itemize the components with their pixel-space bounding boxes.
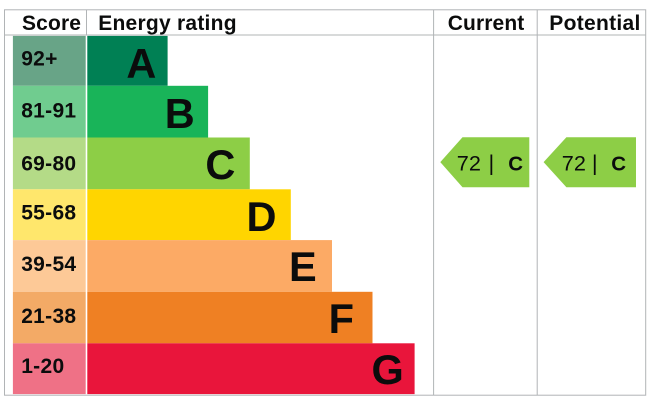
svg-text:69-80: 69-80	[21, 152, 76, 175]
svg-text:|: |	[592, 151, 598, 176]
svg-text:C: C	[205, 141, 235, 188]
svg-text:Energy rating: Energy rating	[98, 12, 237, 35]
svg-text:21-38: 21-38	[21, 305, 76, 328]
svg-text:81-91: 81-91	[21, 100, 76, 123]
svg-text:72: 72	[457, 151, 481, 176]
svg-text:F: F	[329, 295, 354, 342]
svg-text:1-20: 1-20	[21, 355, 64, 378]
svg-text:D: D	[247, 193, 277, 240]
svg-text:55-68: 55-68	[21, 202, 76, 225]
svg-text:|: |	[489, 151, 495, 176]
svg-text:C: C	[508, 153, 523, 176]
svg-text:Score: Score	[22, 12, 81, 35]
svg-text:E: E	[289, 243, 317, 290]
svg-text:72: 72	[562, 151, 586, 176]
svg-text:Current: Current	[448, 12, 525, 35]
svg-text:A: A	[126, 40, 156, 87]
svg-text:39-54: 39-54	[21, 253, 76, 276]
svg-text:B: B	[165, 90, 195, 137]
svg-text:C: C	[611, 153, 626, 176]
svg-text:G: G	[372, 346, 404, 393]
svg-text:92+: 92+	[21, 48, 58, 71]
svg-text:Potential: Potential	[549, 12, 640, 35]
